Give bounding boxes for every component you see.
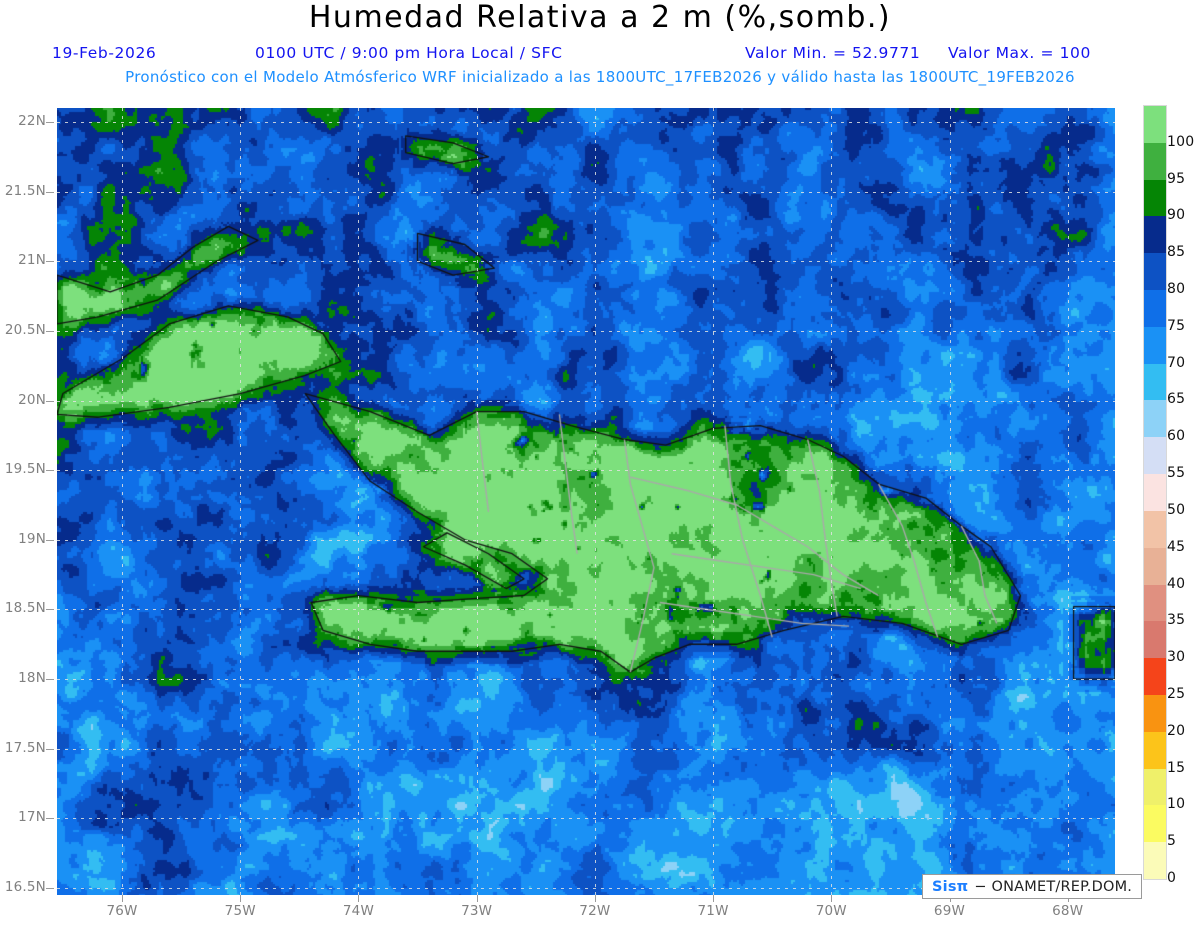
latitude-tick	[46, 261, 54, 263]
colorbar-tick-label: 0	[1167, 870, 1177, 886]
latitude-tick	[46, 121, 54, 123]
colorbar-tick-label: 100	[1167, 133, 1195, 150]
colorbar-band	[1144, 290, 1166, 328]
latitude-tick-label: 16.5N	[4, 879, 46, 896]
colorbar-tick-label: 20	[1167, 722, 1186, 739]
colorbar-tick-label: 50	[1167, 501, 1186, 518]
colorbar-band	[1144, 216, 1166, 254]
humidity-shading-canvas	[57, 108, 1115, 895]
colorbar-tick-label: 55	[1167, 465, 1186, 482]
longitude-tick	[358, 895, 360, 902]
longitude-tick-label: 73W	[461, 903, 493, 919]
colorbar-tick-label: 85	[1167, 244, 1186, 261]
latitude-tick	[46, 679, 54, 681]
value-max: Valor Max. = 100	[948, 44, 1091, 62]
colorbar-band	[1144, 400, 1166, 438]
longitude-tick	[122, 895, 124, 902]
longitude-tick	[713, 895, 715, 902]
longitude-tick	[594, 895, 596, 902]
colorbar-band	[1144, 842, 1166, 880]
colorbar-tick-label: 5	[1167, 833, 1177, 850]
latitude-tick-label: 21.5N	[4, 182, 46, 199]
latitude-tick-label: 17N	[18, 809, 46, 826]
latitude-tick	[46, 609, 54, 611]
colorbar-tick-label: 65	[1167, 391, 1186, 408]
latitude-tick-label: 19.5N	[4, 461, 46, 478]
colorbar-band	[1144, 437, 1166, 475]
colorbar-band	[1144, 768, 1166, 806]
latitude-tick-label: 19N	[18, 530, 46, 547]
value-min: Valor Min. = 52.9771	[745, 44, 921, 62]
colorbar-tick-label: 70	[1167, 354, 1186, 371]
longitude-tick	[831, 895, 833, 902]
latitude-tick	[46, 818, 54, 820]
colorbar-band	[1144, 106, 1166, 144]
colorbar-band	[1144, 694, 1166, 733]
colorbar-tick-label: 35	[1167, 612, 1186, 629]
colorbar-tick-label: 15	[1167, 759, 1186, 776]
latitude-tick	[46, 191, 54, 193]
logo-brand: Sisπ	[932, 878, 969, 895]
colorbar-tick-label: 95	[1167, 170, 1186, 187]
colorbar-band	[1144, 584, 1166, 622]
latitude-tick-label: 18.5N	[4, 600, 46, 617]
colorbar-band	[1144, 474, 1166, 512]
colorbar-tick-label: 45	[1167, 538, 1186, 555]
colorbar-band	[1144, 731, 1166, 769]
latitude-tick-label: 20N	[18, 391, 46, 408]
longitude-tick-label: 72W	[579, 903, 611, 919]
colorbar-tick-label: 40	[1167, 575, 1186, 592]
colorbar-band	[1144, 621, 1166, 659]
longitude-tick-label: 69W	[933, 903, 966, 919]
latitude-tick-label: 18N	[18, 670, 46, 687]
forecast-time: 0100 UTC / 9:00 pm Hora Local / SFC	[255, 44, 563, 62]
colorbar-band	[1144, 547, 1166, 585]
map-plot-area[interactable]	[57, 108, 1115, 895]
forecast-description: Pronóstico con el Modelo Atmósferico WRF…	[125, 68, 1075, 86]
latitude-tick	[46, 330, 54, 332]
longitude-tick-label: 76W	[106, 903, 138, 919]
latitude-tick	[46, 748, 54, 750]
latitude-tick	[46, 539, 54, 541]
agency-logo: Sisπ − ONAMET/REP.DOM.	[922, 874, 1143, 899]
colorbar-band	[1144, 363, 1166, 401]
colorbar[interactable]	[1143, 105, 1167, 880]
latitude-tick	[46, 888, 54, 890]
longitude-tick	[240, 895, 242, 902]
colorbar-band	[1144, 253, 1166, 291]
longitude-tick-label: 74W	[342, 903, 375, 919]
latitude-tick-label: 17.5N	[4, 739, 46, 756]
page-title: Humedad Relativa a 2 m (%,somb.)	[308, 0, 892, 35]
colorbar-band	[1144, 326, 1166, 365]
logo-agency: − ONAMET/REP.DOM.	[974, 878, 1133, 895]
longitude-tick	[476, 895, 478, 902]
latitude-tick-label: 21N	[18, 252, 46, 269]
colorbar-band	[1144, 142, 1166, 180]
colorbar-tick-label: 25	[1167, 685, 1186, 702]
longitude-tick-label: 75W	[224, 903, 256, 919]
latitude-tick	[46, 400, 54, 402]
longitude-tick-label: 70W	[815, 903, 847, 919]
colorbar-band	[1144, 179, 1166, 217]
colorbar-tick-label: 10	[1167, 796, 1186, 813]
latitude-tick-label: 22N	[18, 112, 46, 129]
latitude-tick-label: 20.5N	[4, 321, 46, 338]
longitude-tick-label: 71W	[697, 903, 729, 919]
longitude-tick-label: 68W	[1052, 903, 1084, 919]
colorbar-tick-label: 60	[1167, 428, 1186, 445]
colorbar-tick-label: 90	[1167, 207, 1186, 224]
latitude-tick	[46, 470, 54, 472]
colorbar-band	[1144, 805, 1166, 843]
colorbar-tick-label: 75	[1167, 317, 1186, 334]
colorbar-tick-label: 30	[1167, 649, 1186, 666]
forecast-date: 19-Feb-2026	[52, 44, 157, 62]
colorbar-tick-label: 80	[1167, 281, 1186, 298]
colorbar-band	[1144, 658, 1166, 696]
colorbar-band	[1144, 510, 1166, 549]
